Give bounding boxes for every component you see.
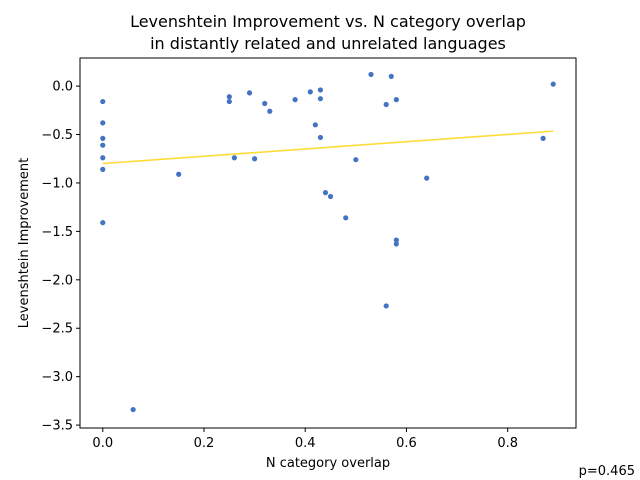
data-point-34 [540, 135, 546, 141]
data-point-24 [343, 215, 349, 221]
data-point-17 [307, 89, 313, 95]
data-point-12 [246, 90, 253, 96]
data-point-10 [226, 98, 232, 105]
data-point-21 [317, 134, 324, 141]
data-point-8 [176, 171, 182, 177]
y-tick-label-7: −3.5 [41, 419, 73, 434]
data-points [100, 71, 556, 413]
y-tick-label-2: −1.0 [41, 176, 73, 191]
p-value-annotation: p=0.465 [579, 464, 635, 479]
x-tick-label-2: 0.4 [295, 436, 316, 451]
x-axis-ticks: 0.0 0.2 0.4 0.6 0.8 [92, 428, 518, 451]
x-tick-label-0: 0.0 [92, 436, 113, 451]
data-point-26 [368, 71, 374, 78]
data-point-7 [130, 406, 136, 413]
x-axis-label: N category overlap [266, 456, 390, 471]
y-tick-label-0: 0.0 [52, 80, 73, 95]
data-point-15 [267, 108, 273, 114]
data-point-27 [383, 101, 389, 108]
x-tick-label-4: 0.8 [497, 436, 518, 451]
data-point-32 [393, 241, 399, 247]
chart-title-line-2: in distantly related and unrelated langu… [150, 34, 506, 53]
data-point-30 [393, 97, 399, 103]
data-point-23 [327, 193, 334, 200]
data-point-3 [100, 142, 106, 148]
data-point-29 [388, 73, 394, 80]
data-point-33 [424, 175, 430, 181]
data-point-1 [100, 120, 106, 126]
data-point-5 [100, 166, 106, 172]
data-point-16 [292, 97, 298, 103]
data-point-18 [312, 122, 318, 128]
data-point-19 [317, 87, 324, 93]
data-point-35 [550, 81, 556, 87]
plot-area-frame [79, 57, 577, 429]
y-tick-label-4: −2.0 [41, 273, 73, 288]
y-tick-label-1: −0.5 [41, 128, 73, 143]
data-point-28 [383, 303, 389, 309]
data-point-31 [393, 237, 399, 243]
data-point-14 [262, 100, 268, 107]
y-axis-label: Levenshtein Improvement [17, 158, 32, 329]
data-point-4 [100, 155, 106, 161]
x-tick-label-3: 0.6 [396, 436, 417, 451]
y-axis-ticks: 0.0 −0.5 −1.0 −1.5 −2.0 −2.5 −3.0 −3.5 [41, 80, 80, 434]
x-tick-label-1: 0.2 [194, 436, 215, 451]
data-point-13 [252, 156, 258, 162]
trend-line [102, 130, 554, 165]
data-point-11 [231, 155, 237, 161]
data-point-9 [226, 94, 232, 100]
chart-title-line-1: Levenshtein Improvement vs. N category o… [130, 12, 526, 31]
data-point-22 [322, 190, 329, 196]
trend-line-layer [102, 130, 554, 165]
y-tick-label-3: −1.5 [41, 225, 73, 240]
data-point-6 [100, 220, 106, 226]
data-point-20 [317, 96, 324, 102]
data-point-2 [100, 135, 106, 141]
y-tick-label-5: −2.5 [41, 322, 73, 337]
y-tick-label-6: −3.0 [41, 370, 73, 385]
data-point-25 [353, 157, 359, 163]
data-point-0 [100, 98, 106, 105]
